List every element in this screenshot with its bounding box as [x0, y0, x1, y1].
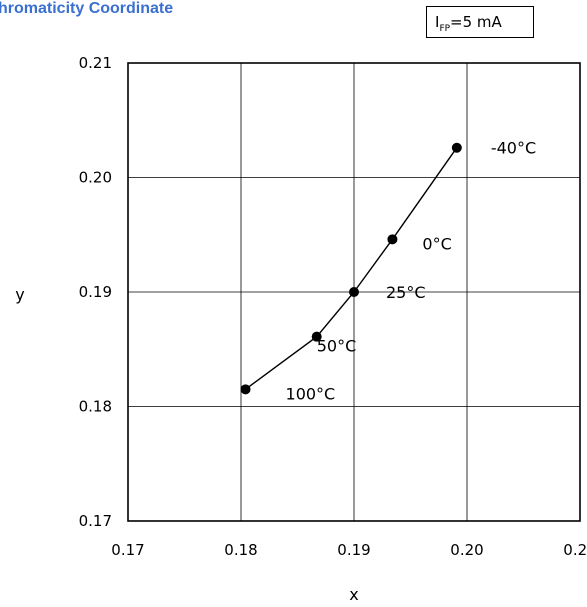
y-tick-label: 0.19: [79, 283, 112, 301]
data-point: [451, 142, 462, 153]
y-tick-label: 0.21: [79, 54, 112, 72]
data-point: [311, 331, 322, 342]
y-tick-label: 0.18: [79, 398, 112, 416]
y-tick-label: 0.20: [79, 169, 112, 187]
x-tick-label: 0.20: [450, 541, 483, 559]
grid: [128, 63, 580, 521]
data-label: -40°C: [491, 139, 536, 158]
condition-value: 5 mA: [462, 13, 502, 31]
data-label: 50°C: [317, 337, 357, 356]
condition-subscript: FP: [439, 24, 451, 34]
condition-equals: =: [450, 13, 463, 31]
data-label: 25°C: [386, 283, 426, 302]
data-label: 0°C: [422, 234, 451, 253]
y-axis-label: y: [15, 285, 24, 304]
x-tick-label: 0.18: [224, 541, 257, 559]
condition-box: IFP=5 mA: [426, 6, 534, 38]
x-tick-label: 0.19: [337, 541, 370, 559]
chart-title: hromaticity Coordinate: [0, 0, 174, 17]
data-point: [349, 287, 359, 297]
x-tick-label: 0.21: [563, 541, 587, 559]
plot-frame: [127, 62, 581, 522]
x-tick-label: 0.17: [111, 541, 144, 559]
tick-labels: 0.17 0.18 0.19 0.20 0.21 0.17 0.18 0.19 0.20 0.21: [79, 54, 587, 559]
y-tick-label: 0.17: [79, 512, 112, 530]
data-point: [240, 384, 251, 395]
series: [240, 142, 462, 395]
data-point: [387, 234, 398, 245]
x-axis-label: x: [349, 585, 358, 604]
condition-symbol: I: [435, 13, 440, 31]
point-labels: 100°C 50°C 25°C 0°C -40°C: [286, 139, 537, 404]
data-label: 100°C: [286, 384, 336, 403]
